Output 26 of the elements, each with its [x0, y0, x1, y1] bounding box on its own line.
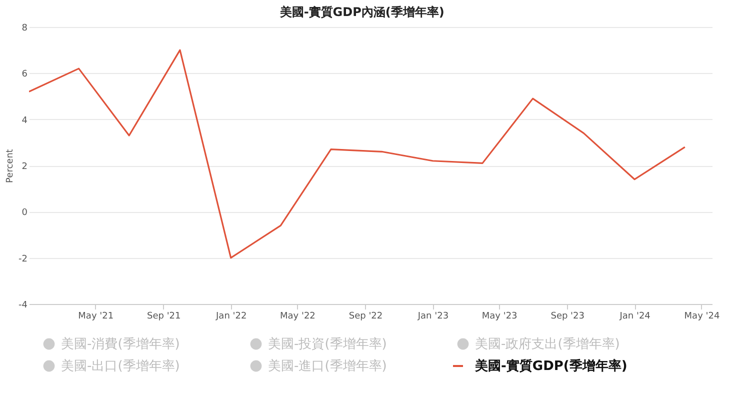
legend-label: 美國-進口(季增年率): [268, 358, 387, 374]
x-tick-label: Sep '21: [147, 312, 181, 322]
y-tick-label: 6: [22, 70, 28, 80]
y-tick-label: -4: [18, 300, 28, 310]
x-tick-label: Sep '23: [550, 312, 584, 322]
line-series: [29, 49, 686, 259]
x-tick-label: Jan '24: [618, 312, 651, 322]
y-tick-label: 8: [22, 24, 28, 34]
x-tick-label: May '23: [482, 312, 518, 322]
y-tick-label: 0: [22, 208, 28, 218]
x-tick-label: May '24: [684, 312, 720, 322]
x-tick-label: Jan '23: [416, 312, 449, 322]
legend-label: 美國-出口(季增年率): [61, 358, 180, 374]
x-tick-label: May '22: [280, 312, 316, 322]
y-axis-title: Percent: [6, 148, 16, 183]
x-tick-label: Jan '22: [215, 312, 247, 322]
y-tick-label: -2: [18, 254, 28, 264]
legend-label: 美國-消費(季增年率): [61, 336, 180, 352]
x-tick-label: May '21: [78, 312, 114, 322]
legend-label: 美國-政府支出(季增年率): [475, 336, 620, 352]
legend-label: 美國-投資(季增年率): [268, 336, 387, 352]
y-tick-label: 2: [22, 162, 28, 172]
x-tick-label: Sep '22: [348, 312, 383, 322]
legend-label: 美國-實質GDP(季增年率): [474, 358, 628, 374]
y-tick-label: 4: [22, 116, 28, 126]
chart-title: 美國-實質GDP內涵(季增年率): [278, 5, 444, 19]
